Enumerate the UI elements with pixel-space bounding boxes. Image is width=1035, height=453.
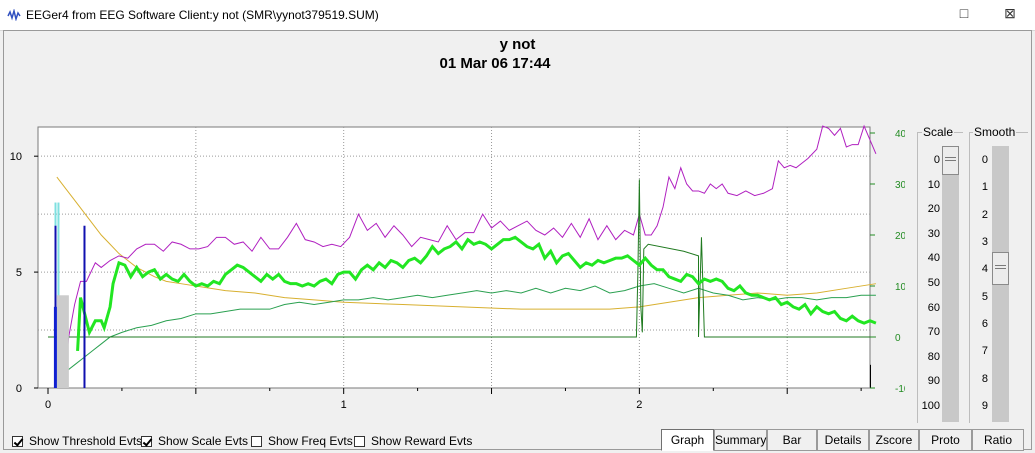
zscore-button[interactable]: Zscore xyxy=(869,429,919,451)
slider-tick-label: 10 xyxy=(927,178,940,191)
slider-tick-label: 40 xyxy=(927,252,940,265)
checkbox-label: Show Freq Evts xyxy=(268,434,353,448)
scale-slider-thumb[interactable] xyxy=(942,146,959,175)
slider-tick-label: 2 xyxy=(981,208,988,221)
slider-tick-label: 90 xyxy=(927,375,940,388)
checkbox-box[interactable] xyxy=(141,435,152,447)
window-title: EEGer4 from EEG Software Client:y not (S… xyxy=(26,8,379,22)
grip-line xyxy=(945,157,956,158)
slider-tick-label: 3 xyxy=(981,236,988,248)
slider-tick-label: 9 xyxy=(981,400,988,412)
checkbox-label: Show Scale Evts xyxy=(158,434,249,448)
slider-tick-label: 30 xyxy=(927,227,940,240)
slider-tick-label: 70 xyxy=(927,326,940,339)
right-axis-tick-label: -10 xyxy=(895,384,905,395)
plot-area xyxy=(37,126,871,389)
left-axis-tick-label: 0 xyxy=(16,383,22,395)
slider-tick-label: 8 xyxy=(981,372,988,385)
x-axis-tick-label: 2 xyxy=(636,399,642,411)
scale-slider-track[interactable] xyxy=(942,146,959,422)
summary-button[interactable]: Summary xyxy=(714,429,767,451)
show-reward-evts-checkbox[interactable]: Show Reward Evts xyxy=(354,434,472,448)
slider-tick-label: 0 xyxy=(981,154,988,166)
left-axis-tick-label: 5 xyxy=(16,267,22,279)
series-line-dark-green xyxy=(56,283,876,382)
slider-tick-label: 4 xyxy=(981,263,988,276)
checkbox-box[interactable] xyxy=(354,435,365,447)
slider-tick-label: 60 xyxy=(927,301,940,314)
right-axis-tick-label: 30 xyxy=(895,180,905,191)
grip-line xyxy=(995,268,1006,269)
close-button[interactable]: ⊠ xyxy=(1004,5,1016,21)
bar-button[interactable]: Bar xyxy=(767,429,817,451)
event-marker xyxy=(56,295,69,388)
slider-tick-label: 80 xyxy=(927,350,940,363)
x-axis-tick-label: 1 xyxy=(341,399,347,411)
checkbox-box[interactable] xyxy=(12,435,23,447)
series-line-magenta xyxy=(65,124,877,370)
show-freq-evts-checkbox[interactable]: Show Freq Evts xyxy=(251,434,353,448)
checkbox-label: Show Threshold Evts xyxy=(29,434,143,448)
session-date: 01 Mar 06 17:44 xyxy=(439,55,551,72)
event-marker xyxy=(870,364,871,388)
event-marker xyxy=(83,225,86,388)
eeg-trend-chart: 0 5 10 -10 0 10 20 30 40 0 1 2 xyxy=(10,124,905,411)
graph-button[interactable]: Graph xyxy=(661,429,714,451)
grip-line xyxy=(945,160,956,161)
smooth-slider-thumb[interactable] xyxy=(992,252,1009,285)
x-axis-tick-label: 0 xyxy=(45,399,51,411)
slider-tick-label: 5 xyxy=(981,290,988,303)
client-name: y not xyxy=(499,36,536,53)
right-axis-tick-label: 10 xyxy=(895,282,905,293)
show-scale-evts-checkbox[interactable]: Show Scale Evts xyxy=(141,434,248,448)
slider-tick-label: 0 xyxy=(933,154,940,166)
right-axis-tick-label: 40 xyxy=(895,129,905,140)
series-line-bright-green xyxy=(76,235,877,351)
series-layer xyxy=(48,124,877,382)
slider-tick-label: 1 xyxy=(981,181,988,194)
grip-line xyxy=(995,265,1006,266)
series-line-step-green xyxy=(48,179,876,338)
proto-button[interactable]: Proto xyxy=(919,429,972,451)
details-button[interactable]: Details xyxy=(817,429,869,451)
axes-layer: 0 5 10 -10 0 10 20 30 40 0 1 2 xyxy=(10,129,905,411)
slider-tick-label: 6 xyxy=(981,318,988,330)
slider-tick-label: 20 xyxy=(927,203,940,216)
title-bar: EEGer4 from EEG Software Client:y not (S… xyxy=(0,0,1035,31)
event-marker xyxy=(53,306,57,388)
checkbox-label: Show Reward Evts xyxy=(371,434,473,448)
client-frame xyxy=(3,30,1032,450)
grid-lines xyxy=(38,127,870,388)
ratio-button[interactable]: Ratio xyxy=(972,429,1024,451)
slider-tick-label: 100 xyxy=(921,400,940,412)
right-axis-tick-label: 20 xyxy=(895,231,905,242)
event-markers xyxy=(53,202,871,388)
left-axis-tick-label: 10 xyxy=(10,151,22,163)
slider-tick-label: 7 xyxy=(981,345,988,358)
scale-label: Scale xyxy=(922,125,955,139)
restore-button[interactable]: □ xyxy=(959,5,969,21)
smooth-label: Smooth xyxy=(973,125,1017,139)
show-threshold-evts-checkbox[interactable]: Show Threshold Evts xyxy=(12,434,142,448)
app-icon xyxy=(7,9,21,21)
right-axis-tick-label: 0 xyxy=(895,333,901,344)
slider-tick-label: 50 xyxy=(927,277,940,289)
checkbox-box[interactable] xyxy=(251,435,262,447)
series-line-orange xyxy=(56,176,876,310)
